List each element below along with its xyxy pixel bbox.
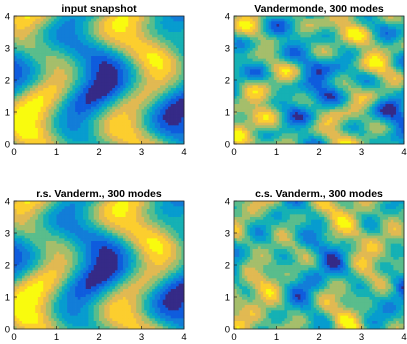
y-tick-label: 4 bbox=[5, 12, 10, 23]
x-tick-label: 4 bbox=[181, 147, 186, 158]
x-tick-label: 1 bbox=[274, 332, 279, 343]
y-tick-label: 4 bbox=[5, 197, 10, 208]
x-tick-label: 0 bbox=[231, 147, 236, 158]
y-tick-label: 1 bbox=[225, 108, 230, 119]
y-tick-label: 0 bbox=[225, 140, 230, 151]
y-tick-label: 3 bbox=[5, 44, 10, 55]
x-tick-label: 0 bbox=[11, 147, 16, 158]
contour-fill bbox=[234, 201, 405, 330]
y-tick-label: 4 bbox=[225, 197, 230, 208]
x-tick-label: 3 bbox=[359, 332, 364, 343]
x-tick-label: 0 bbox=[231, 332, 236, 343]
panel-2: Vandermonde, 300 modes 0 1 2 3 4 0 1 2 3 4 bbox=[225, 3, 407, 158]
y-tick-label: 0 bbox=[225, 325, 230, 336]
y-tick-label: 2 bbox=[225, 261, 230, 272]
y-tick-label: 3 bbox=[225, 229, 230, 240]
x-tick-label: 4 bbox=[401, 332, 406, 343]
x-tick-label: 2 bbox=[96, 332, 101, 343]
x-tick-label: 1 bbox=[54, 147, 59, 158]
x-tick-label: 4 bbox=[401, 147, 406, 158]
x-tick-label: 1 bbox=[274, 147, 279, 158]
y-tick-label: 1 bbox=[5, 293, 10, 304]
x-tick-label: 3 bbox=[139, 332, 144, 343]
chart-title: Vandermonde, 300 modes bbox=[254, 3, 384, 15]
panel-4: c.s. Vanderm., 300 modes 0 1 2 3 4 0 1 2 3 4 bbox=[225, 188, 407, 343]
y-tick-label: 1 bbox=[225, 293, 230, 304]
x-tick-label: 2 bbox=[316, 332, 321, 343]
x-tick-label: 2 bbox=[316, 147, 321, 158]
x-tick-label: 3 bbox=[359, 147, 364, 158]
y-tick-label: 0 bbox=[5, 325, 10, 336]
panel-3: r.s. Vanderm., 300 modes 0 1 2 3 4 0 1 2 3 4 bbox=[5, 188, 187, 343]
x-tick-label: 2 bbox=[96, 147, 101, 158]
y-tick-label: 0 bbox=[5, 140, 10, 151]
y-tick-label: 4 bbox=[225, 12, 230, 23]
contour-fill bbox=[234, 16, 405, 145]
chart-title: input snapshot bbox=[61, 3, 137, 15]
x-tick-label: 0 bbox=[11, 332, 16, 343]
contour-fill bbox=[14, 201, 185, 330]
x-tick-label: 1 bbox=[54, 332, 59, 343]
y-tick-label: 2 bbox=[5, 76, 10, 87]
chart-title: c.s. Vanderm., 300 modes bbox=[255, 188, 383, 200]
y-tick-label: 1 bbox=[5, 108, 10, 119]
y-tick-label: 2 bbox=[5, 261, 10, 272]
y-tick-label: 2 bbox=[225, 76, 230, 87]
x-tick-label: 3 bbox=[139, 147, 144, 158]
chart-title: r.s. Vanderm., 300 modes bbox=[36, 188, 162, 200]
contour-fill bbox=[14, 16, 185, 145]
panel-1: input snapshot 0 1 2 3 4 0 1 2 3 4 bbox=[5, 3, 187, 158]
x-tick-label: 4 bbox=[181, 332, 186, 343]
y-tick-label: 3 bbox=[225, 44, 230, 55]
y-tick-label: 3 bbox=[5, 229, 10, 240]
